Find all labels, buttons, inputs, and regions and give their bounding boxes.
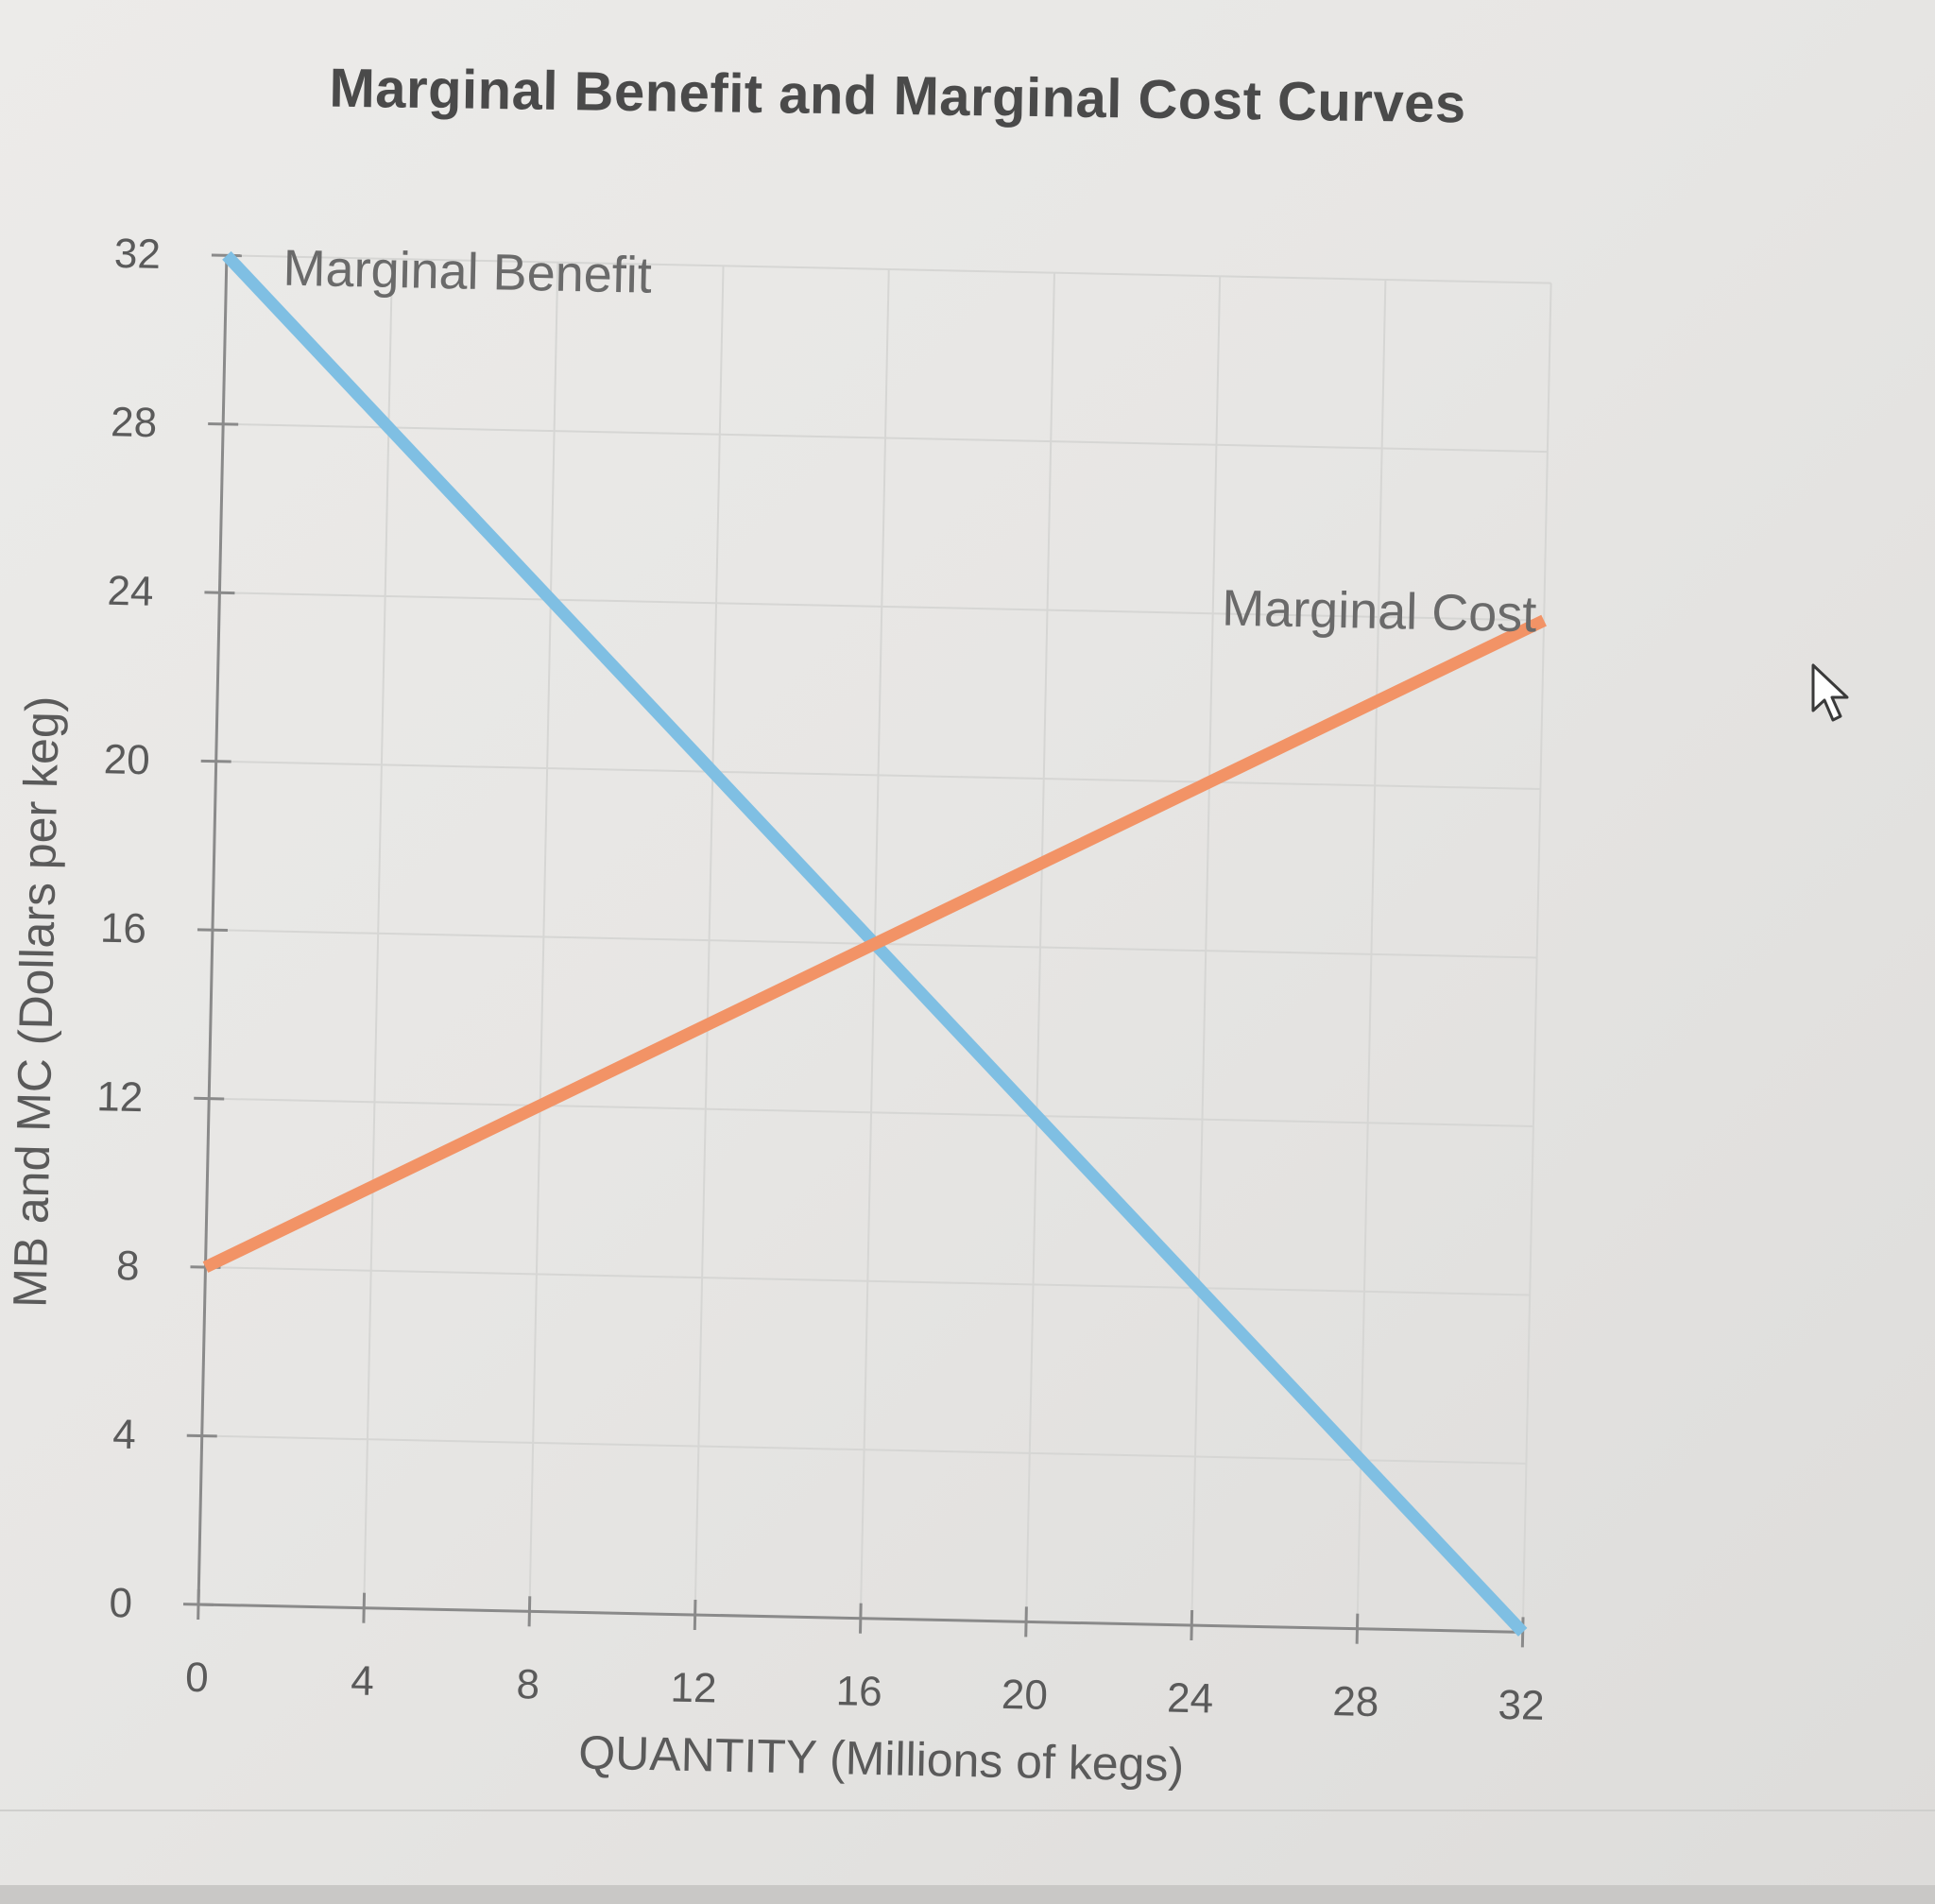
gridline-y: [201, 1434, 1527, 1465]
series-line-marginal-cost: [202, 614, 1547, 1273]
gridline-y: [205, 1266, 1531, 1296]
x-tick-label: 8: [516, 1661, 540, 1708]
x-tick-label: 24: [1167, 1674, 1214, 1722]
x-tick-label: 32: [1498, 1682, 1545, 1729]
gridline-y: [223, 422, 1548, 454]
x-tick: [859, 1603, 863, 1634]
x-tick-label: 16: [835, 1668, 882, 1715]
footer-bar: [0, 1885, 1935, 1904]
mouse-pointer-icon: [1811, 663, 1849, 722]
y-tick-label: 12: [96, 1073, 144, 1121]
y-tick-label: 24: [107, 568, 154, 615]
x-axis-title: QUANTITY (Millions of kegs): [578, 1725, 1185, 1791]
x-tick: [362, 1592, 367, 1623]
labels: QUANTITY (Millions of kegs) MB and MC (Do…: [4, 240, 1537, 1792]
y-tick: [204, 591, 235, 595]
y-tick: [208, 421, 239, 426]
y-tick-label: 8: [115, 1243, 140, 1290]
x-tick: [527, 1596, 532, 1627]
y-tick: [197, 928, 228, 932]
y-tick-label: 20: [103, 736, 150, 783]
divider: [0, 1810, 1935, 1811]
x-tick: [693, 1599, 697, 1631]
series-lines: [202, 250, 1547, 1637]
y-tick-label: 28: [111, 399, 158, 446]
gridline-y: [215, 760, 1541, 791]
gridline-y: [226, 254, 1551, 284]
y-tick: [186, 1433, 217, 1438]
gridline-y: [219, 592, 1545, 622]
y-tick: [200, 759, 231, 763]
y-tick-label: 4: [112, 1412, 137, 1459]
x-tick-label: 12: [670, 1664, 717, 1711]
x-tick-label: 0: [185, 1655, 210, 1702]
y-tick: [194, 1096, 225, 1101]
y-tick-label: 32: [113, 231, 161, 278]
y-tick-label: 16: [100, 905, 147, 952]
grid: [201, 254, 1552, 1633]
y-tick-label: 0: [109, 1580, 133, 1627]
gridline-y: [209, 1097, 1533, 1127]
series-label-marginal-cost: Marginal Cost: [1222, 579, 1537, 643]
x-tick: [1355, 1613, 1360, 1644]
x-tick-label: 20: [1001, 1672, 1048, 1719]
series-label-marginal-benefit: Marginal Benefit: [283, 240, 652, 304]
axes: 0 4 8 12 16 20 24 28 32 0 4 8 12 16 20 24 28 32: [96, 231, 1545, 1729]
x-tick: [1024, 1606, 1028, 1638]
y-axis-title: MB and MC (Dollars per keg): [4, 695, 70, 1308]
x-tick-label: 4: [351, 1657, 375, 1705]
x-tick: [1190, 1609, 1194, 1641]
x-tick-label: 28: [1332, 1678, 1379, 1725]
x-tick: [197, 1588, 200, 1621]
